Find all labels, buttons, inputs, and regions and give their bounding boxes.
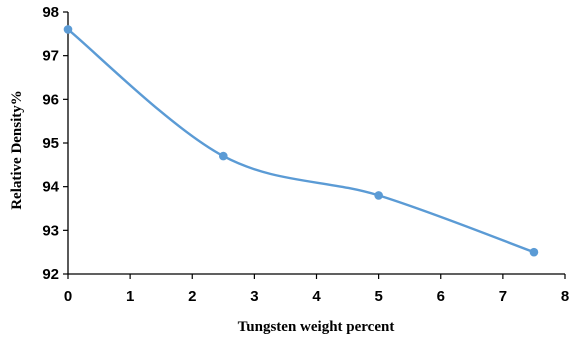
x-tick-label: 0 [64, 288, 72, 305]
x-tick-label: 8 [561, 288, 569, 305]
y-tick-label: 97 [42, 48, 59, 65]
data-point [529, 247, 539, 257]
y-tick-label: 93 [42, 222, 59, 239]
x-tick-label: 3 [250, 288, 258, 305]
data-point [219, 151, 228, 161]
x-tick-label: 2 [188, 288, 196, 305]
y-axis: 92 93 94 95 96 97 98 [42, 4, 69, 283]
data-point [374, 191, 383, 200]
series-group [63, 25, 539, 257]
y-tick-label: 92 [42, 266, 59, 283]
x-axis-title: Tungsten weight percent [238, 319, 395, 335]
y-tick-label: 94 [42, 179, 59, 196]
x-axis: 0 1 2 3 4 5 6 7 8 [64, 273, 569, 305]
data-point [63, 25, 73, 34]
y-tick-label: 95 [42, 135, 59, 152]
x-tick-label: 1 [126, 288, 134, 305]
y-axis-title: Relative Density% [9, 90, 25, 210]
y-tick-label: 98 [42, 4, 59, 21]
y-tick-label: 96 [42, 91, 59, 108]
x-tick-label: 6 [437, 288, 445, 305]
x-tick-label: 5 [374, 288, 382, 305]
x-tick-label: 4 [312, 288, 321, 305]
x-tick-label: 7 [499, 288, 507, 305]
series-line [67, 28, 535, 254]
